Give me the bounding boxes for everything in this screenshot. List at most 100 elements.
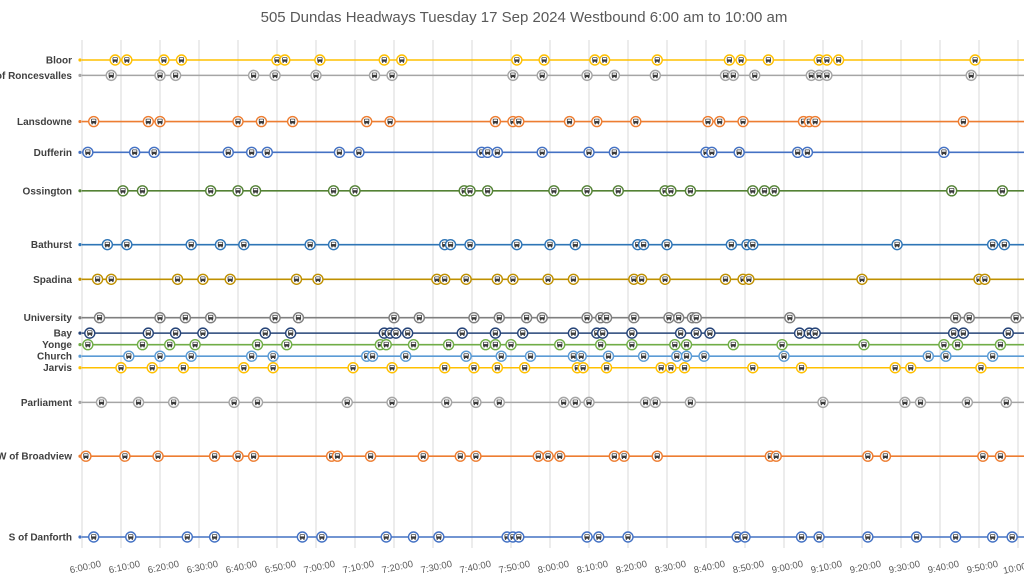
bus-icon [865,534,871,539]
bus-marker [704,327,716,339]
bus-icon-wheel [972,76,974,79]
bus-icon-wheel [766,61,768,63]
bus-icon-wheel [598,346,600,348]
bus-icon-wheel [662,369,664,371]
bus-icon [446,341,452,347]
bus-marker [758,185,771,197]
bus-icon [572,241,578,247]
bus-icon-window [271,365,275,368]
bus-marker [296,531,309,543]
bus-icon [592,57,598,62]
bus-icon-window [382,57,387,60]
bus-marker [245,146,258,159]
bus-icon-window [442,277,447,279]
bus-marker [961,396,973,409]
series-line-start [78,354,82,358]
bus-icon [434,276,440,282]
bus-marker [684,396,697,409]
bus-icon-window [185,534,190,537]
bus-icon-window [372,73,377,75]
bus-marker [121,54,133,66]
bus-icon-wheel [272,319,275,321]
bus-marker [95,396,108,409]
bus-icon-window [390,73,394,75]
bus-icon [765,57,771,62]
bus-icon-wheel [701,357,704,360]
bus-icon [603,364,610,370]
bus-icon-wheel [625,538,628,540]
bus-icon-wheel [674,357,676,360]
bus-icon [949,187,955,193]
bus-marker [208,531,221,543]
bus-marker [439,362,451,374]
bus-icon-wheel [982,280,984,283]
bus-icon-wheel [594,334,596,337]
bus-icon-window [717,119,722,121]
bus-icon-window [593,57,597,60]
bus-icon-wheel [917,538,919,540]
bus-icon-wheel [463,280,466,283]
bus-icon-wheel [208,192,210,194]
bus-icon-wheel [497,319,499,321]
bus-icon-window [212,454,217,456]
bus-icon-wheel [259,123,261,125]
bus-icon-window [723,277,728,279]
bus-marker [663,312,675,324]
bus-marker [82,146,94,159]
bus-icon-window [546,454,550,456]
bus-icon-window [926,354,931,356]
bus-icon-wheel [498,153,500,156]
bus-icon-wheel [1009,334,1011,337]
bus-icon-wheel [896,369,898,371]
bus-icon-wheel [550,246,553,248]
bus-icon [611,149,617,155]
bus-icon-wheel [628,538,631,540]
bus-icon-window [1002,242,1007,245]
bus-icon [681,364,688,370]
bus-icon-wheel [516,123,518,125]
bus-icon-window [181,365,186,368]
bus-icon-wheel [146,123,148,125]
stop-label: Church [37,352,72,363]
bus-marker [733,146,745,159]
bus-marker [963,312,975,324]
bus-icon-window [659,365,663,368]
bus-marker [538,54,550,66]
bus-icon-window [384,342,388,345]
bus-icon-wheel [524,319,526,321]
bus-marker [575,350,587,362]
bus-marker [649,396,661,409]
bus-icon [442,364,448,370]
bus-icon-wheel [253,192,255,194]
bus-marker [390,327,402,339]
bus-icon-wheel [87,334,89,337]
bus-icon-wheel [124,246,126,248]
bus-icon-window [218,242,223,245]
bus-icon-wheel [461,457,463,460]
bus-icon-wheel [807,334,809,337]
bus-icon-wheel [385,61,387,63]
bus-icon-window [942,150,946,152]
bus-icon-wheel [820,76,822,79]
bus-icon [171,399,177,405]
bus-icon [672,341,678,347]
bus-icon-wheel [149,334,151,337]
bus-marker [388,312,400,324]
bus-marker [548,185,560,197]
bus-icon-wheel [318,280,321,283]
bus-icon [1013,314,1019,320]
bus-icon-wheel [784,357,787,360]
bus-icon-wheel [631,280,633,283]
bus-icon-wheel [249,153,251,156]
bus-icon-window [158,119,162,121]
bus-icon-wheel [383,346,386,348]
bus-icon-window [515,242,519,245]
bus-icon-wheel [955,346,957,348]
x-tick-label: 8:00:00 [537,559,570,576]
bus-icon-wheel [584,369,586,371]
bus-icon-wheel [182,61,184,63]
bus-icon-wheel [968,403,970,406]
bus-icon-wheel [666,319,669,321]
bus-icon-window [612,454,617,456]
bus-icon-wheel [108,76,111,79]
